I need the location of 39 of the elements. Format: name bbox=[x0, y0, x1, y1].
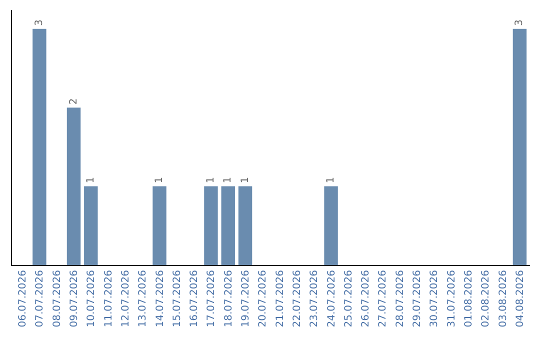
x-tick-label: 01.08.2026 bbox=[464, 270, 474, 328]
x-tick-label: 16.07.2026 bbox=[189, 270, 200, 328]
x-tick-label: 03.08.2026 bbox=[498, 270, 509, 328]
data-label: 3 bbox=[514, 20, 526, 26]
x-tick-label: 25.07.2026 bbox=[343, 270, 354, 328]
x-tick-label: 28.07.2026 bbox=[394, 270, 406, 328]
x-tick-label: 14.07.2026 bbox=[154, 270, 166, 328]
x-tick-label: 13.07.2026 bbox=[138, 270, 149, 328]
x-tick-label: 18.07.2026 bbox=[223, 270, 234, 328]
x-tick-label: 17.07.2026 bbox=[206, 270, 218, 328]
x-tick-label: 24.07.2026 bbox=[326, 270, 338, 328]
data-label: 1 bbox=[154, 176, 166, 184]
x-tick-label: 10.07.2026 bbox=[86, 270, 98, 328]
x-tick-label: 30.07.2026 bbox=[429, 270, 440, 328]
x-tick-label: 29.07.2026 bbox=[412, 270, 424, 328]
data-label: 1 bbox=[326, 176, 337, 184]
x-tick-label: 23.07.2026 bbox=[309, 270, 320, 328]
x-tick-label: 22.07.2026 bbox=[292, 270, 303, 328]
x-tick-label: 09.07.2026 bbox=[69, 270, 80, 328]
x-tick-label: 04.08.2026 bbox=[514, 270, 526, 328]
data-label: 1 bbox=[240, 176, 251, 184]
data-label: 1 bbox=[85, 176, 96, 184]
data-label: 1 bbox=[205, 176, 216, 184]
x-tick-label: 26.07.2026 bbox=[360, 270, 372, 328]
x-tick-label: 20.07.2026 bbox=[258, 270, 269, 328]
x-tick-label: 19.07.2026 bbox=[240, 270, 252, 328]
x-tick-label: 06.07.2026 bbox=[18, 270, 29, 328]
x-tick-label: 21.07.2026 bbox=[274, 270, 286, 328]
x-tick-label: 08.07.2026 bbox=[52, 270, 63, 328]
x-tick-label: 02.08.2026 bbox=[480, 270, 492, 328]
x-tick-label: 11.07.2026 bbox=[103, 270, 114, 328]
data-label: 3 bbox=[34, 20, 45, 26]
data-label: 1 bbox=[222, 176, 234, 184]
x-tick-label: 27.07.2026 bbox=[378, 270, 389, 328]
data-label: 2 bbox=[68, 98, 80, 105]
x-tick-label: 31.07.2026 bbox=[446, 270, 458, 328]
x-tick-label: 07.07.2026 bbox=[34, 270, 46, 328]
x-tick-label: 12.07.2026 bbox=[120, 270, 132, 328]
x-tick-label: 15.07.2026 bbox=[172, 270, 183, 328]
